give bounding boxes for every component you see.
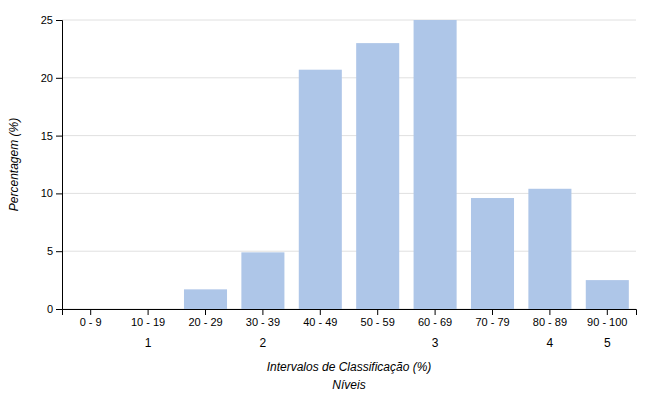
x-tick: 40 - 49 — [303, 309, 337, 328]
plot: 05101520250 - 910 - 1920 - 2930 - 3940 -… — [7, 14, 637, 392]
x-tick-mark — [492, 309, 493, 315]
x-axis-title: Intervalos de Classificação (%) — [267, 360, 432, 374]
x-tick-label: 30 - 39 — [246, 316, 280, 328]
x-tick-mark — [262, 309, 263, 315]
y-tick-label: 10 — [41, 187, 53, 199]
x-tick: 60 - 69 — [418, 309, 452, 328]
bar — [241, 252, 284, 309]
y-tick-label: 5 — [47, 245, 53, 257]
x-tick-mark — [320, 309, 321, 315]
x-tick-label: 50 - 59 — [361, 316, 395, 328]
level-label: 2 — [260, 336, 267, 350]
level-label: 4 — [547, 336, 554, 350]
x-axis-title: Níveis — [332, 378, 365, 392]
y-tick-label: 15 — [41, 130, 53, 142]
y-tick: 10 — [41, 187, 62, 199]
y-tick-mark — [56, 193, 62, 194]
x-tick-label: 90 - 100 — [587, 316, 627, 328]
grid — [62, 20, 636, 309]
x-axis: 0 - 9 10 - 19 20 - 29 30 - 39 40 - 49 50 - 59… — [63, 309, 637, 328]
level-label: 1 — [145, 336, 152, 350]
y-tick: 20 — [41, 72, 62, 84]
y-tick: 15 — [41, 130, 62, 142]
y-tick: 0 — [47, 303, 62, 315]
x-tick-label: 0 - 9 — [80, 316, 102, 328]
x-tick: 70 - 79 — [475, 309, 509, 328]
y-tick-mark — [56, 251, 62, 252]
bars — [184, 20, 629, 309]
x-tick-label: 70 - 79 — [475, 316, 509, 328]
x-tick-label: 40 - 49 — [303, 316, 337, 328]
grid-line — [62, 135, 636, 136]
y-tick-mark — [56, 78, 62, 79]
x-tick-label: 20 - 29 — [188, 316, 222, 328]
grid-line — [62, 77, 636, 78]
bar — [127, 309, 170, 310]
grid-line — [62, 20, 636, 21]
x-tick: 50 - 59 — [361, 309, 395, 328]
y-tick-label: 25 — [41, 14, 53, 26]
y-tick: 5 — [47, 245, 62, 257]
level-label: 5 — [604, 336, 611, 350]
x-tick: 20 - 29 — [188, 309, 222, 328]
x-tick: 10 - 19 — [131, 309, 165, 328]
x-tick-label: 10 - 19 — [131, 316, 165, 328]
x-tick: 30 - 39 — [246, 309, 280, 328]
x-tick-label: 60 - 69 — [418, 316, 452, 328]
x-tick-mark — [549, 309, 550, 315]
y-axis-line — [56, 21, 63, 310]
x-tick-mark — [377, 309, 378, 315]
x-tick-label: 80 - 89 — [533, 316, 567, 328]
annotations: 1 2 3 4 5 — [145, 336, 611, 350]
x-tick: 90 - 100 — [587, 309, 627, 328]
bar — [184, 289, 227, 309]
y-tick-label: 0 — [47, 303, 53, 315]
y-tick: 25 — [41, 14, 62, 26]
x-tick-mark — [607, 309, 608, 315]
bar — [69, 309, 112, 310]
y-tick-mark — [56, 20, 62, 21]
chart: 05101520250 - 910 - 1920 - 2930 - 3940 -… — [0, 0, 656, 407]
bar — [299, 70, 342, 309]
x-tick: 80 - 89 — [533, 309, 567, 328]
level-label: 3 — [432, 336, 439, 350]
bar — [528, 189, 571, 309]
y-tick-label: 20 — [41, 72, 53, 84]
y-axis-title: Percentagem (%) — [7, 118, 21, 211]
bar — [586, 280, 629, 309]
y-tick-mark — [56, 309, 62, 310]
bar — [356, 43, 399, 309]
bar — [471, 198, 514, 309]
y-axis: 0 5 10 15 20 25 — [41, 14, 63, 315]
x-tick-mark — [148, 309, 149, 315]
y-tick-mark — [56, 136, 62, 137]
x-tick-mark — [205, 309, 206, 315]
x-tick-mark — [435, 309, 436, 315]
x-tick: 0 - 9 — [80, 309, 102, 328]
bar — [414, 20, 457, 309]
x-axis-line — [63, 310, 637, 316]
x-tick-mark — [90, 309, 91, 315]
